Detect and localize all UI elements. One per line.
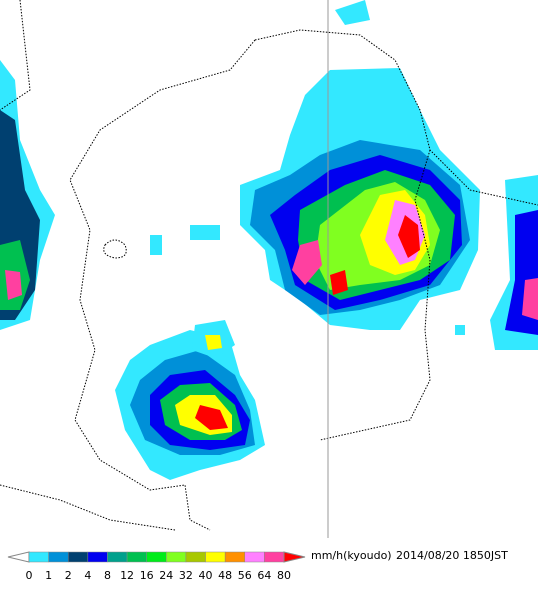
legend-tick-label: 24 xyxy=(159,569,173,582)
legend-tick-label: 12 xyxy=(120,569,134,582)
legend-tick-label: 48 xyxy=(218,569,232,582)
legend-swatch xyxy=(185,551,206,563)
legend-unit: mm/h(kyoudo) xyxy=(311,549,392,562)
legend-tick-label: 80 xyxy=(277,569,291,582)
boundaries xyxy=(0,0,538,538)
legend-high-arrow xyxy=(283,551,306,563)
precipitation-layer xyxy=(0,0,538,480)
legend-tick-label: 40 xyxy=(199,569,213,582)
legend-tick-label: 8 xyxy=(104,569,111,582)
legend-swatch xyxy=(205,551,226,563)
legend-tick-label: 2 xyxy=(65,569,72,582)
legend-swatch xyxy=(67,551,89,563)
legend-swatch xyxy=(107,551,128,563)
legend-swatch xyxy=(87,551,108,563)
legend-tick-label: 32 xyxy=(179,569,193,582)
legend-swatch xyxy=(166,551,187,563)
legend-tick-label: 64 xyxy=(257,569,271,582)
legend-swatch xyxy=(146,551,167,563)
legend-swatch xyxy=(48,551,69,563)
legend-low-arrow xyxy=(7,551,30,563)
legend-swatch xyxy=(264,551,285,563)
legend-swatch xyxy=(244,551,265,563)
legend-tick-label: 1 xyxy=(45,569,52,582)
legend-swatch xyxy=(28,551,49,563)
legend: mm/h(kyoudo) 2014/08/20 1850JST 0 1 2 4 8 12 1… xyxy=(7,549,508,582)
legend-swatch xyxy=(126,551,147,563)
legend-tick-label: 4 xyxy=(84,569,91,582)
legend-tick-label: 56 xyxy=(238,569,252,582)
legend-tick-label: 16 xyxy=(140,569,154,582)
timestamp: 2014/08/20 1850JST xyxy=(396,549,508,562)
legend-swatch xyxy=(224,551,246,563)
legend-tick-label: 0 xyxy=(26,569,33,582)
